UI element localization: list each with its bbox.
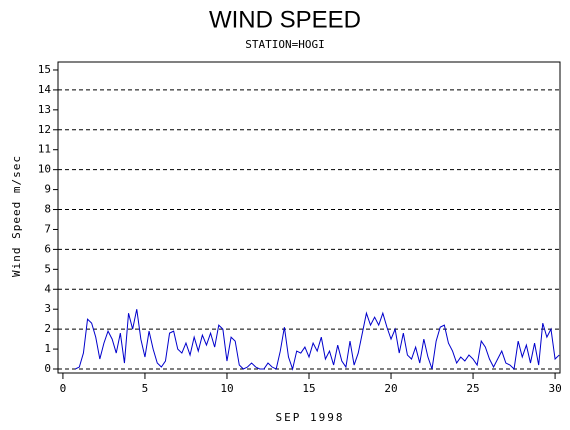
y-tick-label: 6 (44, 242, 51, 255)
y-tick-label: 10 (38, 163, 51, 176)
y-tick-label: 4 (44, 282, 51, 295)
chart-subtitle: STATION=HOGI (245, 38, 324, 51)
x-tick-label: 30 (548, 382, 561, 395)
y-tick-label: 5 (44, 262, 51, 275)
y-tick-label: 15 (38, 63, 51, 76)
y-tick-label: 11 (38, 143, 51, 156)
x-axis-label: SEP 1998 (276, 411, 345, 424)
y-tick-label: 13 (38, 103, 51, 116)
y-tick-label: 14 (38, 83, 52, 96)
y-tick-label: 2 (44, 322, 51, 335)
y-tick-label: 9 (44, 183, 51, 196)
y-tick-label: 12 (38, 123, 51, 136)
data-line (75, 309, 560, 371)
y-tick-label: 7 (44, 222, 51, 235)
y-tick-label: 1 (44, 342, 51, 355)
x-tick-label: 20 (384, 382, 397, 395)
x-tick-label: 10 (220, 382, 233, 395)
x-tick-label: 5 (142, 382, 149, 395)
chart-title: WIND SPEED (209, 6, 361, 33)
y-tick-label: 0 (44, 362, 51, 375)
y-tick-label: 8 (44, 203, 51, 216)
y-tick-label: 3 (44, 302, 51, 315)
x-tick-label: 15 (302, 382, 315, 395)
x-tick-label: 0 (60, 382, 67, 395)
y-axis-label: Wind Speed m/sec (10, 155, 23, 277)
x-tick-label: 25 (466, 382, 479, 395)
